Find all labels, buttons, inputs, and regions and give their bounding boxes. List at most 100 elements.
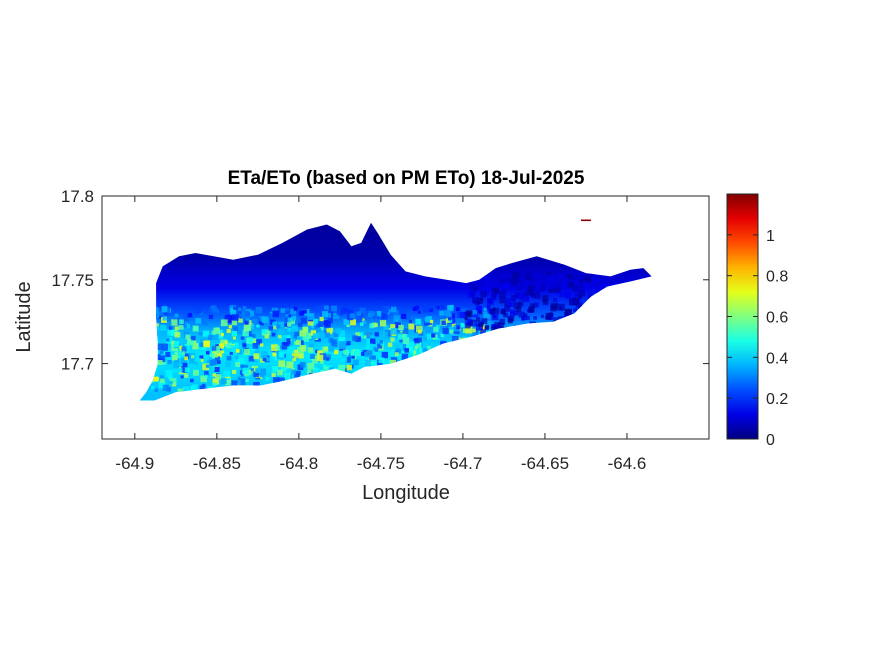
raster-cell xyxy=(339,370,344,376)
raster-cell xyxy=(150,367,154,371)
raster-cell xyxy=(173,368,178,373)
raster-cell xyxy=(578,289,586,297)
raster-cell xyxy=(355,332,360,337)
raster-cell xyxy=(144,314,149,319)
raster-cell xyxy=(146,361,153,368)
raster-cell xyxy=(516,292,523,299)
raster-cell xyxy=(191,355,195,359)
raster-cell xyxy=(240,385,247,393)
raster-cell xyxy=(254,350,260,356)
raster-cell xyxy=(366,338,374,345)
raster-cell xyxy=(302,327,308,333)
raster-cell xyxy=(606,325,611,330)
raster-cell xyxy=(590,275,597,282)
raster-cell xyxy=(422,348,427,353)
raster-cell xyxy=(398,319,402,323)
raster-cell xyxy=(473,357,478,361)
raster-cell xyxy=(364,369,371,376)
raster-cell xyxy=(460,323,465,328)
raster-cell xyxy=(396,330,400,334)
raster-cell xyxy=(312,357,319,364)
raster-cell xyxy=(220,333,224,337)
raster-cell xyxy=(155,323,160,327)
raster-cell xyxy=(380,377,387,384)
raster-cell xyxy=(374,348,379,352)
raster-cell xyxy=(233,388,237,392)
raster-cell xyxy=(246,316,250,321)
raster-cell xyxy=(542,299,549,305)
raster-cell xyxy=(433,379,438,384)
raster-cell xyxy=(408,323,415,330)
raster-cell xyxy=(233,306,237,310)
raster-cell xyxy=(347,309,354,316)
raster-cell xyxy=(148,323,153,328)
raster-cell xyxy=(445,325,451,331)
raster-cell xyxy=(584,303,590,309)
raster-cell xyxy=(224,315,231,323)
raster-cell xyxy=(460,383,467,390)
raster-cell xyxy=(543,328,547,333)
raster-cell xyxy=(563,283,568,287)
raster-cell xyxy=(244,320,249,325)
raster-cell xyxy=(351,355,355,359)
map-region xyxy=(139,222,652,401)
raster-cell xyxy=(391,306,397,313)
raster-cell xyxy=(167,360,172,365)
raster-cell xyxy=(288,381,293,386)
raster-cell xyxy=(437,359,445,367)
raster-cell xyxy=(259,372,265,378)
raster-cell xyxy=(569,298,576,305)
raster-cell xyxy=(345,357,352,363)
raster-cell xyxy=(443,347,448,351)
raster-cell xyxy=(468,345,475,353)
raster-cell xyxy=(338,341,346,348)
raster-cell xyxy=(374,316,378,320)
raster-cell xyxy=(249,337,254,343)
raster-cell xyxy=(348,353,353,358)
raster-cell xyxy=(148,346,153,350)
raster-cell xyxy=(372,347,376,351)
raster-cell xyxy=(505,298,512,304)
raster-cell xyxy=(453,363,461,370)
raster-cell xyxy=(482,323,486,327)
raster-cell xyxy=(481,368,488,375)
raster-cell xyxy=(177,388,184,395)
raster-cell xyxy=(469,319,477,327)
raster-cell xyxy=(575,277,579,281)
raster-cell xyxy=(462,328,468,333)
raster-cell xyxy=(393,315,400,322)
raster-cell xyxy=(482,361,488,367)
x-tick-label: -64.8 xyxy=(279,454,318,473)
raster-cell xyxy=(352,335,358,341)
raster-cell xyxy=(200,358,204,362)
raster-cell xyxy=(479,311,482,315)
raster-cell xyxy=(258,319,264,326)
islet xyxy=(581,219,591,222)
raster-cell xyxy=(183,309,189,315)
raster-cell xyxy=(338,378,344,384)
raster-cell xyxy=(465,356,471,361)
raster-cell xyxy=(437,334,442,339)
raster-cell xyxy=(278,321,285,327)
raster-cell xyxy=(211,330,216,335)
raster-cell xyxy=(190,378,194,383)
raster-cell xyxy=(272,366,279,372)
raster-cell xyxy=(466,371,471,376)
raster-cell xyxy=(471,332,476,337)
raster-cell xyxy=(146,342,151,348)
raster-cell xyxy=(268,326,274,331)
raster-cell xyxy=(567,274,573,280)
raster-cell xyxy=(166,364,172,369)
raster-cell xyxy=(604,324,610,331)
raster-cell xyxy=(605,312,612,319)
raster-cell xyxy=(513,310,519,316)
raster-cell xyxy=(359,381,367,388)
raster-cell xyxy=(412,306,417,311)
raster-cell xyxy=(376,383,381,388)
raster-cell xyxy=(424,317,431,323)
raster-cell xyxy=(401,383,407,389)
raster-cell xyxy=(202,383,206,387)
raster-cell xyxy=(143,333,147,337)
raster-cell xyxy=(200,388,208,395)
raster-cell xyxy=(509,302,515,307)
